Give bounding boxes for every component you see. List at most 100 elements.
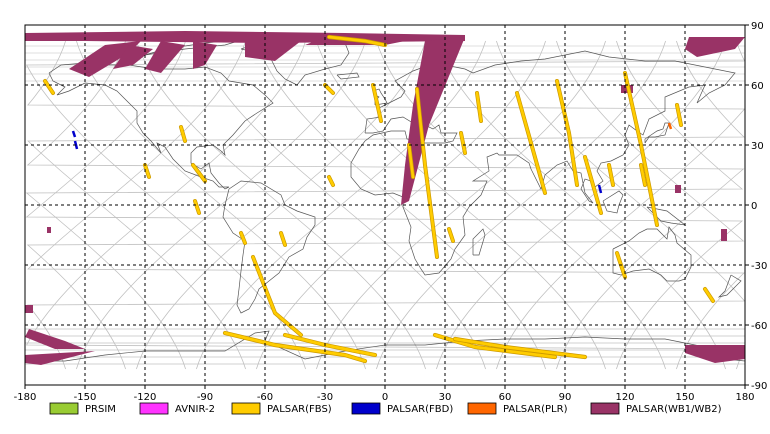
y-tick-label: 60 (751, 81, 764, 92)
x-tick-label: -180 (14, 392, 37, 403)
new-zealand-coast (717, 274, 742, 298)
legend-label: PALSAR(PLR) (503, 404, 568, 415)
fbs-swath (703, 287, 715, 303)
fbs-swath (143, 163, 151, 179)
wb-swath (25, 305, 33, 313)
legend: PRSIM AVNIR-2 PALSAR(FBS) PALSAR(FBD) PALSAR… (49, 402, 722, 415)
legend-label: PRSIM (85, 404, 116, 415)
y-tick-label: 30 (751, 141, 764, 152)
wb-swath (145, 41, 185, 73)
fbs-swath (239, 231, 247, 245)
legend-label: PALSAR(WB1/WB2) (626, 404, 722, 415)
legend-label: PALSAR(FBS) (267, 404, 332, 415)
orbit-track (196, 40, 486, 370)
fbs-swath (193, 199, 201, 215)
legend-label: AVNIR-2 (175, 404, 215, 415)
plr-swath (667, 122, 673, 130)
fbs-swath (433, 333, 557, 359)
fbs-swath (43, 79, 55, 95)
north-america-coast (48, 62, 274, 190)
wb-swath (47, 227, 51, 233)
y-tick-label: -60 (751, 321, 767, 332)
fbs-swath (251, 255, 303, 337)
fbs-swath (583, 155, 603, 215)
fbs-swath (453, 337, 587, 359)
fbs-swath (607, 163, 615, 187)
borneo-coast (602, 190, 624, 214)
fbs-swath (191, 163, 207, 183)
wb-swath (675, 185, 681, 193)
fbs-swath (279, 231, 287, 247)
fbs-swath (623, 71, 659, 227)
australia-coast (612, 226, 692, 282)
legend-swatch (139, 402, 169, 415)
orbit-track (136, 40, 426, 370)
x-tick-label: -120 (134, 392, 157, 403)
orbit-track (27, 40, 746, 370)
x-tick-label: 0 (382, 392, 388, 403)
x-tick-label: 30 (439, 392, 452, 403)
antarctica-coast (25, 330, 746, 362)
wb-swath (69, 41, 141, 77)
fbs-swath (223, 331, 367, 363)
orbit-track (26, 40, 745, 370)
fbs-swath (475, 91, 483, 123)
x-tick-label: 60 (499, 392, 512, 403)
legend-swatch (590, 402, 620, 415)
wb-swath (685, 345, 745, 363)
orbit-track (316, 40, 606, 370)
new-guinea-coast (646, 206, 687, 226)
wb-swath (25, 351, 95, 365)
iceland-coast (336, 72, 360, 80)
wb-swath (685, 37, 745, 57)
fbs-swath (447, 227, 455, 243)
fbs-swath (415, 87, 439, 259)
wb-swath (401, 37, 465, 205)
eurasia-africa-coast (350, 50, 736, 276)
fbs-swath (327, 175, 335, 187)
x-tick-label: -30 (317, 392, 333, 403)
x-tick-label: -90 (197, 392, 213, 403)
fbs-swath (407, 143, 415, 179)
x-tick-label: 90 (559, 392, 572, 403)
y-tick-label: 0 (751, 201, 757, 212)
x-tick-label: 180 (735, 392, 754, 403)
wb-swath (721, 229, 727, 241)
x-tick-label: -60 (257, 392, 273, 403)
legend-swatch (351, 402, 381, 415)
fbd-swath (597, 184, 603, 194)
orbit-track (27, 40, 745, 370)
fbs-swath (323, 83, 335, 95)
fbs-swath (555, 79, 579, 187)
y-tick-label: -30 (751, 261, 767, 272)
palsar-plr-swaths (667, 122, 673, 130)
legend-swatch (49, 402, 79, 415)
wb-swath (25, 329, 85, 349)
orbit-track (376, 40, 666, 370)
fbs-swath (179, 125, 187, 143)
wb-swath (245, 41, 301, 61)
latitude-tick-labels: 90 60 30 0 -30 -60 -90 (745, 21, 767, 392)
x-tick-label: -150 (74, 392, 97, 403)
x-tick-label: 120 (615, 392, 634, 403)
madagascar-coast (472, 228, 486, 256)
y-tick-label: 90 (751, 21, 764, 32)
legend-swatch (467, 402, 497, 415)
orbit-track (25, 40, 744, 370)
fbs-swath (515, 91, 547, 195)
wb-swath (113, 45, 153, 69)
palsar-fbs-swaths (43, 34, 715, 364)
fbs-swath (675, 103, 683, 127)
fbs-swath (371, 83, 383, 123)
legend-swatch (231, 402, 261, 415)
orbit-track (436, 40, 726, 370)
fbs-swath (639, 163, 647, 187)
japan-coast (644, 122, 670, 144)
orbit-track (76, 40, 366, 370)
fbs-swath (327, 35, 387, 47)
legend-label: PALSAR(FBD) (387, 404, 453, 415)
y-tick-label: -90 (751, 381, 767, 392)
x-tick-label: 150 (675, 392, 694, 403)
